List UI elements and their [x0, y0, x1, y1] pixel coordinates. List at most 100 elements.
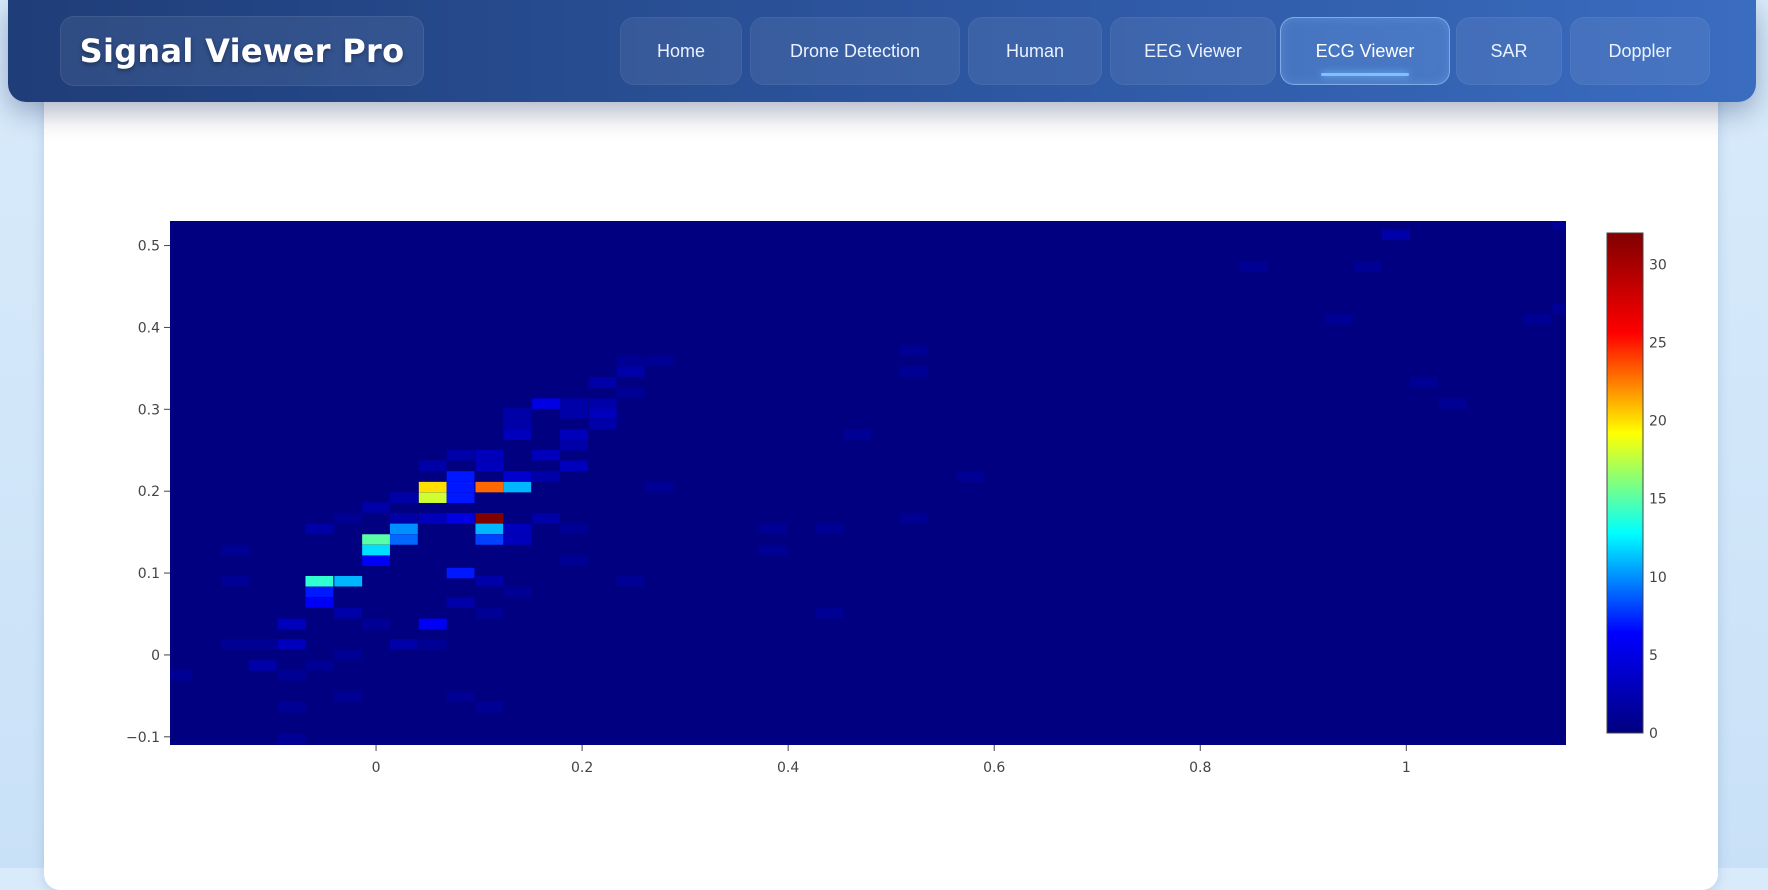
tab-eeg-viewer[interactable]: EEG Viewer — [1110, 17, 1276, 85]
heatmap-cell — [248, 660, 277, 671]
heatmap-cell — [645, 355, 674, 367]
heatmap-cell — [1409, 377, 1438, 388]
heatmap-cell — [418, 639, 447, 650]
heatmap-cell — [588, 377, 617, 388]
heatmap-cell — [1552, 221, 1566, 230]
heatmap-cell — [475, 512, 504, 524]
heatmap-cell — [588, 408, 617, 419]
heatmap-cell — [334, 691, 363, 702]
heatmap-cell — [248, 639, 277, 650]
heatmap-cell — [559, 460, 588, 472]
heatmap-cell — [277, 670, 306, 681]
heatmap-cell — [389, 512, 418, 524]
heatmap-cell — [418, 481, 447, 493]
heatmap-cell — [616, 387, 645, 399]
heatmap-cell — [277, 702, 306, 713]
heatmap-cell — [559, 523, 588, 535]
heatmap-cell — [446, 597, 475, 608]
heatmap-cell — [616, 576, 645, 587]
heatmap-cell — [503, 523, 532, 535]
y-tick-label: −0.1 — [126, 730, 160, 746]
heatmap-cell — [1353, 261, 1382, 273]
heatmap-cell — [503, 471, 532, 482]
heatmap-cell — [475, 449, 504, 461]
heatmap-cells — [170, 221, 1566, 745]
heatmap-cell — [532, 512, 560, 524]
app-title: Signal Viewer Pro — [60, 16, 424, 86]
heatmap-cell — [446, 567, 475, 579]
tab-human[interactable]: Human — [968, 17, 1102, 85]
heatmap-cell — [475, 534, 504, 545]
y-tick-label: 0.3 — [138, 402, 160, 418]
heatmap-cell — [389, 523, 418, 535]
heatmap-cell — [362, 618, 390, 630]
heatmap-cell — [899, 366, 928, 377]
heatmap-cell — [503, 429, 532, 440]
y-tick-label: 0.4 — [138, 320, 160, 336]
colorbar-tick-label: 25 — [1649, 335, 1667, 351]
x-tick-label: 0 — [372, 760, 381, 776]
x-tick-label: 0.6 — [983, 760, 1005, 776]
heatmap-cell — [305, 660, 334, 671]
heatmap-cell — [1552, 303, 1566, 314]
heatmap-cell — [1438, 398, 1467, 409]
colorbar — [1606, 232, 1644, 734]
heatmap-cell — [362, 502, 390, 513]
x-tick-label: 0.2 — [571, 760, 593, 776]
tab-ecg-viewer[interactable]: ECG Viewer — [1280, 17, 1450, 85]
heatmap-cell — [559, 408, 588, 419]
heatmap-cell — [170, 670, 193, 681]
heatmap-cell — [362, 544, 390, 556]
colorbar-ticks: 0 5 10 15 20 25 30 — [1649, 257, 1667, 742]
heatmap-chart[interactable]: 0 0.2 0.4 0.6 0.8 1 −0.1 0 0.1 0.2 0.3 0.4 0.5 0 5 10… — [0, 0, 1768, 868]
tab-doppler[interactable]: Doppler — [1570, 17, 1710, 85]
heatmap-cell — [418, 492, 447, 503]
heatmap-cell — [503, 418, 532, 430]
heatmap-cell — [475, 607, 504, 619]
heatmap-cell — [305, 597, 334, 608]
heatmap-cell — [334, 512, 363, 524]
heatmap-cell — [220, 639, 249, 650]
colorbar-tick-label: 5 — [1649, 648, 1658, 664]
heatmap-cell — [532, 398, 560, 409]
heatmap-cell — [758, 523, 787, 535]
heatmap-cell — [1382, 229, 1410, 241]
y-tick-label: 0 — [151, 648, 160, 664]
heatmap-cell — [532, 471, 560, 482]
colorbar-tick-label: 20 — [1649, 414, 1667, 430]
x-axis: 0 0.2 0.4 0.6 0.8 1 — [372, 745, 1411, 776]
tab-sar[interactable]: SAR — [1456, 17, 1562, 85]
heatmap-cell — [475, 460, 504, 472]
y-tick-label: 0.1 — [138, 566, 160, 582]
tab-home[interactable]: Home — [620, 17, 742, 85]
tab-drone-detection[interactable]: Drone Detection — [750, 17, 960, 85]
heatmap-cell — [334, 576, 363, 587]
colorbar-tick-label: 15 — [1649, 492, 1667, 508]
heatmap-cell — [616, 355, 645, 367]
heatmap-cell — [446, 449, 475, 461]
heatmap-cell — [446, 471, 475, 482]
heatmap-cell — [220, 576, 249, 587]
heatmap-cell — [389, 534, 418, 545]
y-axis: −0.1 0 0.1 0.2 0.3 0.4 0.5 — [126, 239, 170, 746]
heatmap-cell — [475, 576, 504, 587]
heatmap-cell — [899, 345, 928, 356]
heatmap-cell — [475, 702, 504, 713]
heatmap-cell — [446, 691, 475, 702]
heatmap-cell — [1325, 314, 1354, 325]
heatmap-cell — [475, 481, 504, 493]
y-tick-label: 0.5 — [138, 239, 160, 255]
heatmap-cell — [843, 429, 872, 440]
heatmap-cell — [1239, 261, 1268, 273]
colorbar-tick-label: 10 — [1649, 570, 1667, 586]
heatmap-cell — [815, 607, 844, 619]
heatmap-cell — [503, 534, 532, 545]
y-tick-label: 0.2 — [138, 484, 160, 500]
heatmap-plot-area[interactable] — [170, 221, 1566, 745]
x-tick-label: 0.4 — [777, 760, 799, 776]
heatmap-cell — [616, 366, 645, 377]
top-navbar: Signal Viewer Pro Home Drone Detection H… — [8, 0, 1756, 102]
heatmap-cell — [503, 408, 532, 419]
heatmap-cell — [475, 523, 504, 535]
heatmap-cell — [956, 471, 985, 482]
